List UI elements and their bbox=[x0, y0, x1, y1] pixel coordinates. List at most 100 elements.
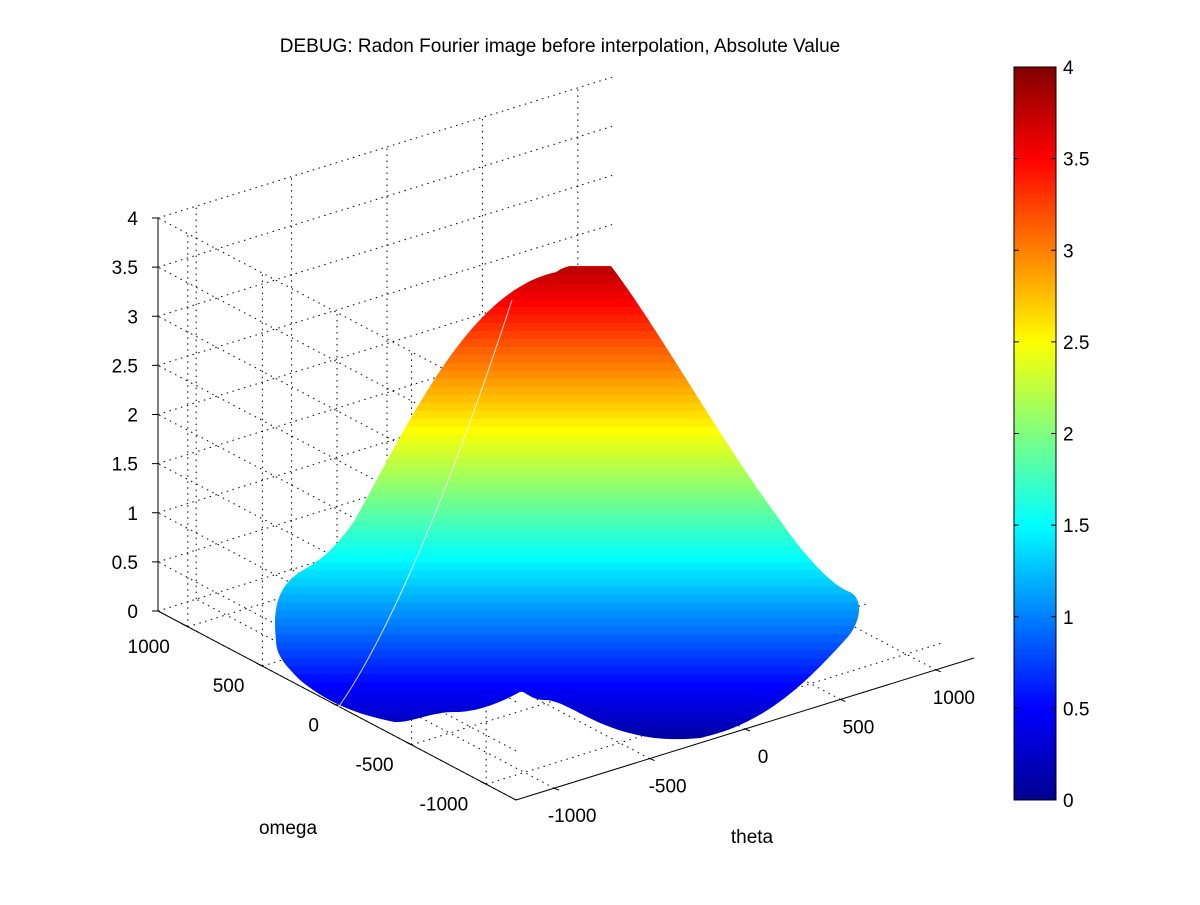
surface-band bbox=[275, 545, 860, 555]
surface-band bbox=[275, 274, 860, 284]
y-tick-label: 1000 bbox=[128, 637, 170, 658]
surface-band bbox=[275, 585, 860, 595]
z-tick-label: 2.5 bbox=[112, 356, 138, 377]
x-tick-label: 500 bbox=[843, 717, 875, 738]
surface-band bbox=[275, 705, 860, 715]
surface-band bbox=[275, 297, 860, 307]
chart-title: DEBUG: Radon Fourier image before interp… bbox=[280, 36, 840, 57]
surface-band bbox=[275, 489, 860, 499]
surface-band bbox=[275, 457, 860, 467]
surface-band bbox=[275, 393, 860, 403]
surface-band bbox=[275, 433, 860, 443]
surface-plot bbox=[275, 266, 860, 740]
grid-line bbox=[195, 598, 555, 789]
colorbar-tick-label: 1 bbox=[1063, 608, 1074, 629]
colorbar-tick-label: 3.5 bbox=[1063, 150, 1089, 171]
surface-band bbox=[275, 282, 860, 292]
surface-seam bbox=[334, 299, 513, 713]
surface-band bbox=[275, 529, 860, 539]
x-axis-label: theta bbox=[731, 827, 774, 848]
surface-band bbox=[275, 673, 860, 683]
surface-band bbox=[275, 290, 860, 299]
x-tick-mark bbox=[840, 698, 846, 702]
surface-band bbox=[275, 729, 860, 739]
tick-labels: -1000 -500 0 500 1000 -1000 -500 0 500 1000 0 0.5 1 1… bbox=[112, 209, 975, 827]
x-tick-label: 1000 bbox=[933, 688, 975, 709]
surface-band bbox=[275, 513, 860, 523]
surface-band bbox=[275, 689, 860, 699]
surface-band bbox=[275, 617, 860, 627]
surface-band bbox=[275, 721, 860, 731]
surface-band bbox=[275, 537, 860, 547]
y-tick-label: -1000 bbox=[420, 794, 469, 815]
colorbar-tick-label: 4 bbox=[1063, 58, 1074, 79]
surface-band bbox=[275, 521, 860, 531]
surface-band bbox=[275, 697, 860, 707]
grid-line bbox=[157, 561, 517, 752]
surface-band bbox=[275, 313, 860, 323]
colorbar-ticks: 0 0.5 1 1.5 2 2.5 3 3.5 4 bbox=[1014, 58, 1089, 812]
surface-band bbox=[275, 737, 860, 740]
surface-band bbox=[275, 449, 860, 459]
surface-band bbox=[275, 593, 860, 603]
y-tick-mark bbox=[479, 780, 487, 785]
surface-band bbox=[275, 425, 860, 435]
x-tick-mark bbox=[649, 758, 655, 762]
axes bbox=[152, 217, 975, 801]
z-tick-label: 3 bbox=[127, 307, 138, 328]
x-tick-label: -1000 bbox=[548, 806, 597, 827]
surface-band bbox=[275, 649, 860, 659]
x-tick-mark bbox=[935, 669, 942, 673]
surface-band bbox=[275, 577, 860, 587]
colorbar-gradient bbox=[1013, 66, 1057, 801]
surface-band bbox=[275, 401, 860, 411]
z-tick-label: 2 bbox=[127, 406, 138, 427]
surface-bands bbox=[275, 266, 860, 740]
colorbar-tick-label: 2 bbox=[1063, 425, 1074, 446]
surface-band bbox=[275, 569, 860, 579]
z-tick-label: 3.5 bbox=[112, 258, 138, 279]
z-tick-label: 0.5 bbox=[112, 553, 138, 574]
colorbar-tick-label: 3 bbox=[1063, 241, 1074, 262]
surface-band bbox=[275, 385, 860, 395]
surface-band bbox=[275, 345, 860, 355]
surface-band bbox=[275, 266, 860, 276]
y-tick-mark bbox=[330, 702, 338, 706]
surface-band bbox=[275, 553, 860, 563]
y-tick-mark bbox=[181, 623, 189, 628]
surface-band bbox=[275, 377, 860, 387]
surface-band bbox=[275, 497, 860, 507]
colorbar-tick-label: 1.5 bbox=[1063, 516, 1089, 537]
y-tick-label: -500 bbox=[356, 755, 394, 776]
surface-band bbox=[275, 369, 860, 379]
surface-band bbox=[275, 305, 860, 315]
surface-band bbox=[275, 361, 860, 371]
surface-band bbox=[275, 641, 860, 651]
colorbar-tick-label: 0.5 bbox=[1063, 699, 1089, 720]
surface-band bbox=[275, 337, 860, 347]
surface-band bbox=[275, 633, 860, 643]
z-tick-label: 1 bbox=[127, 504, 138, 525]
x-tick-label: 0 bbox=[758, 747, 769, 768]
surface-band bbox=[275, 409, 860, 419]
y-tick-mark bbox=[405, 741, 412, 746]
x-tick-mark bbox=[744, 728, 751, 732]
surface-band bbox=[275, 665, 860, 675]
surface-band bbox=[275, 625, 860, 635]
colorbar-tick-label: 2.5 bbox=[1063, 333, 1089, 354]
y-tick-label: 0 bbox=[308, 716, 319, 737]
y-tick-mark bbox=[256, 662, 263, 667]
surface-band bbox=[275, 681, 860, 691]
surface-band bbox=[275, 465, 860, 475]
surface-band bbox=[275, 561, 860, 571]
surface-band bbox=[275, 473, 860, 483]
surface-band bbox=[275, 657, 860, 667]
surface-band bbox=[275, 329, 860, 339]
x-tick-mark bbox=[553, 787, 560, 791]
surface-band bbox=[275, 321, 860, 331]
surface-band bbox=[275, 481, 860, 491]
surface-band bbox=[275, 417, 860, 427]
z-tick-label: 4 bbox=[127, 209, 138, 230]
